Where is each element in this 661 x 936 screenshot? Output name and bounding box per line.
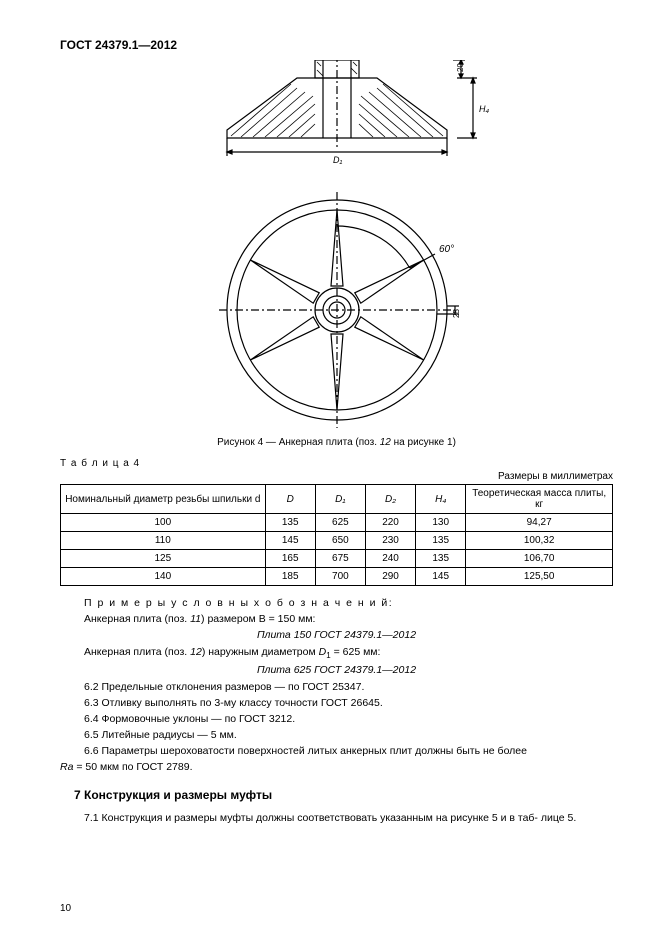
table-4: Номинальный диаметр резьбы шпильки d D D… bbox=[60, 484, 613, 586]
table-row: 10013562522013094,27 bbox=[61, 514, 613, 532]
table-units: Размеры в миллиметрах bbox=[60, 471, 613, 482]
dim-20: 20 bbox=[456, 63, 465, 72]
table-row: 110145650230135100,32 bbox=[61, 532, 613, 550]
table-row: 140185700290145125,50 bbox=[61, 568, 613, 586]
dim-25: 25 bbox=[452, 309, 461, 318]
para-6-5: 6.5 Литейные радиусы — 5 мм. bbox=[60, 728, 613, 742]
th-D: D bbox=[265, 485, 315, 514]
para-6-3: 6.3 Отливку выполнять по 3-му классу точ… bbox=[60, 696, 613, 710]
th-D2: D₂ bbox=[365, 485, 415, 514]
example-2-code: Плита 625 ГОСТ 24379.1—2012 bbox=[60, 663, 613, 677]
th-D1: D₁ bbox=[315, 485, 365, 514]
para-7-1: 7.1 Конструкция и размеры муфты должны с… bbox=[60, 811, 613, 825]
document-header: ГОСТ 24379.1—2012 bbox=[60, 38, 613, 52]
th-H4: H₄ bbox=[416, 485, 466, 514]
table-label: Т а б л и ц а 4 bbox=[60, 458, 613, 469]
figure-caption: Рисунок 4 — Анкерная плита (поз. 12 на р… bbox=[60, 437, 613, 448]
section-7-title: 7 Конструкция и размеры муфты bbox=[60, 787, 613, 803]
anchor-plate-drawing: D D₂ D₁ H₄ 20 bbox=[157, 60, 517, 430]
dim-D1: D₁ bbox=[333, 155, 342, 165]
dim-H4: H₄ bbox=[479, 104, 489, 114]
examples-heading: П р и м е р ы у с л о в н ы х о б о з н … bbox=[60, 596, 613, 610]
th-mass: Теоретическая масса плиты, кг bbox=[466, 485, 613, 514]
example-1-intro: Анкерная плита (поз. 11) размером B = 15… bbox=[60, 612, 613, 626]
body-text: П р и м е р ы у с л о в н ы х о б о з н … bbox=[60, 596, 613, 825]
th-d: Номинальный диаметр резьбы шпильки d bbox=[61, 485, 266, 514]
example-2-intro: Анкерная плита (поз. 12) наружным диамет… bbox=[60, 645, 613, 662]
para-6-2: 6.2 Предельные отклонения размеров — по … bbox=[60, 680, 613, 694]
table-row: 125165675240135106,70 bbox=[61, 550, 613, 568]
table-header-row: Номинальный диаметр резьбы шпильки d D D… bbox=[61, 485, 613, 514]
para-6-4: 6.4 Формовочные уклоны — по ГОСТ 3212. bbox=[60, 712, 613, 726]
para-6-6a: 6.6 Параметры шероховатости поверхностей… bbox=[60, 744, 613, 758]
figure-4: D D₂ D₁ H₄ 20 bbox=[60, 60, 613, 433]
page-number: 10 bbox=[60, 903, 71, 914]
dim-angle: 60° bbox=[439, 244, 454, 255]
para-6-6b: Ra = 50 мкм по ГОСТ 2789. bbox=[60, 760, 613, 774]
example-1-code: Плита 150 ГОСТ 24379.1—2012 bbox=[60, 628, 613, 642]
